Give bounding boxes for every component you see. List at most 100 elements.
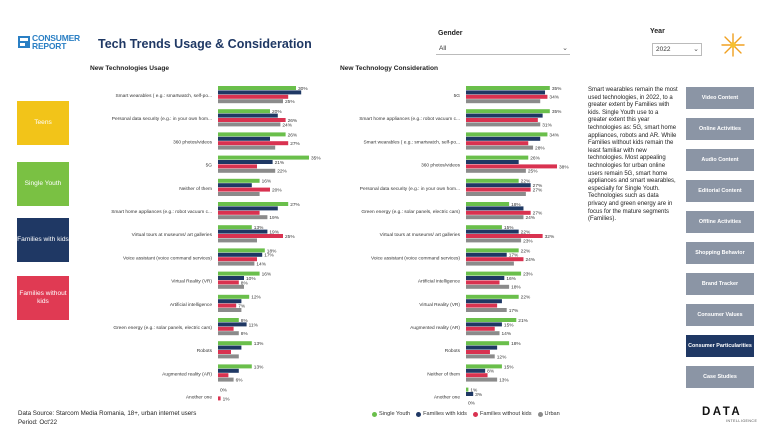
bar-urban[interactable] — [218, 284, 244, 289]
bar-families-without-kids[interactable] — [218, 396, 221, 401]
bar-families-with-kids[interactable] — [218, 368, 239, 373]
bar-families-without-kids[interactable] — [218, 187, 270, 192]
bar-families-without-kids[interactable] — [466, 303, 498, 308]
bar-single-youth[interactable] — [466, 318, 517, 322]
bar-urban[interactable] — [466, 331, 500, 336]
bar-single-youth[interactable] — [466, 225, 502, 230]
bar-families-with-kids[interactable] — [466, 252, 507, 257]
nav-button-case-studies[interactable]: Case Studies — [686, 366, 754, 388]
bar-single-youth[interactable] — [466, 294, 519, 299]
bar-single-youth[interactable] — [218, 178, 260, 183]
bar-single-youth[interactable] — [466, 271, 522, 276]
bar-families-without-kids[interactable] — [218, 326, 234, 331]
bar-single-youth[interactable] — [466, 341, 510, 346]
bar-families-with-kids[interactable] — [466, 113, 543, 118]
bar-families-without-kids[interactable] — [466, 187, 531, 192]
bar-families-with-kids[interactable] — [218, 90, 302, 95]
bar-urban[interactable] — [218, 331, 239, 336]
segment-button-teens[interactable]: Teens — [17, 101, 69, 145]
bar-families-with-kids[interactable] — [466, 206, 524, 211]
bar-families-without-kids[interactable] — [218, 94, 289, 99]
bar-single-youth[interactable] — [218, 225, 252, 230]
bar-families-with-kids[interactable] — [466, 345, 498, 350]
year-select[interactable]: 2022 ⌄ — [652, 43, 702, 56]
nav-button-online-activities[interactable]: Online Activities — [686, 118, 754, 140]
bar-families-with-kids[interactable] — [218, 345, 242, 350]
bar-urban[interactable] — [218, 99, 283, 104]
bar-families-without-kids[interactable] — [218, 280, 239, 285]
nav-button-video-content[interactable]: Video Content — [686, 87, 754, 109]
bar-single-youth[interactable] — [218, 202, 289, 206]
nav-button-consumer-particularities[interactable]: Consumer Particularities — [686, 335, 754, 357]
bar-urban[interactable] — [466, 261, 514, 266]
bar-single-youth[interactable] — [218, 318, 239, 322]
bar-single-youth[interactable] — [218, 271, 260, 276]
bar-families-with-kids[interactable] — [218, 229, 268, 234]
bar-families-without-kids[interactable] — [466, 326, 495, 331]
bar-urban[interactable] — [218, 377, 234, 382]
bar-single-youth[interactable] — [466, 364, 502, 369]
bar-families-with-kids[interactable] — [218, 160, 273, 164]
bar-families-without-kids[interactable] — [466, 350, 490, 354]
bar-families-without-kids[interactable] — [466, 373, 488, 378]
bar-single-youth[interactable] — [218, 364, 252, 369]
bar-families-without-kids[interactable] — [466, 280, 500, 285]
bar-families-with-kids[interactable] — [466, 160, 519, 164]
bar-urban[interactable] — [466, 215, 524, 220]
bar-families-with-kids[interactable] — [218, 136, 270, 141]
bar-families-without-kids[interactable] — [218, 257, 257, 262]
bar-single-youth[interactable] — [218, 341, 252, 346]
bar-urban[interactable] — [466, 168, 526, 173]
bar-families-without-kids[interactable] — [466, 257, 524, 262]
bar-families-with-kids[interactable] — [466, 368, 486, 373]
bar-urban[interactable] — [218, 261, 255, 266]
bar-families-without-kids[interactable] — [466, 234, 543, 238]
bar-families-without-kids[interactable] — [466, 141, 529, 146]
bar-families-with-kids[interactable] — [466, 90, 546, 95]
bar-urban[interactable] — [466, 145, 534, 150]
bar-families-without-kids[interactable] — [218, 303, 237, 308]
bar-urban[interactable] — [466, 122, 541, 127]
bar-single-youth[interactable] — [218, 248, 265, 253]
bar-families-without-kids[interactable] — [218, 234, 283, 238]
bar-urban[interactable] — [218, 168, 276, 173]
bar-single-youth[interactable] — [218, 132, 286, 137]
bar-urban[interactable] — [218, 215, 268, 220]
bar-urban[interactable] — [466, 308, 507, 312]
bar-families-with-kids[interactable] — [218, 252, 263, 257]
bar-urban[interactable] — [466, 284, 510, 289]
bar-single-youth[interactable] — [466, 132, 548, 137]
bar-urban[interactable] — [466, 377, 498, 382]
bar-single-youth[interactable] — [466, 202, 510, 206]
bar-single-youth[interactable] — [218, 109, 270, 114]
bar-urban[interactable] — [218, 308, 242, 312]
bar-families-with-kids[interactable] — [466, 229, 519, 234]
bar-families-with-kids[interactable] — [218, 299, 242, 304]
bar-families-without-kids[interactable] — [218, 373, 229, 378]
bar-urban[interactable] — [218, 192, 260, 196]
bar-families-without-kids[interactable] — [466, 210, 531, 215]
bar-families-with-kids[interactable] — [466, 299, 502, 304]
bar-families-with-kids[interactable] — [466, 322, 502, 327]
bar-single-youth[interactable] — [466, 109, 550, 114]
segment-button-families-with-kids[interactable]: Families with kids — [17, 218, 69, 262]
bar-families-with-kids[interactable] — [218, 113, 278, 118]
bar-families-without-kids[interactable] — [466, 94, 548, 99]
bar-single-youth[interactable] — [218, 155, 309, 160]
segment-button-families-without-kids[interactable]: Families without kids — [17, 276, 69, 320]
bar-families-with-kids[interactable] — [218, 276, 244, 280]
bar-families-without-kids[interactable] — [218, 118, 286, 122]
bar-urban[interactable] — [466, 238, 522, 243]
bar-single-youth[interactable] — [218, 294, 250, 299]
bar-families-without-kids[interactable] — [218, 164, 257, 169]
bar-families-without-kids[interactable] — [218, 350, 231, 354]
bar-single-youth[interactable] — [466, 86, 550, 90]
bar-single-youth[interactable] — [218, 86, 296, 90]
bar-urban[interactable] — [466, 192, 526, 196]
bar-families-with-kids[interactable] — [466, 183, 531, 188]
bar-single-youth[interactable] — [466, 178, 519, 183]
bar-families-with-kids[interactable] — [466, 276, 505, 280]
bar-urban[interactable] — [218, 122, 281, 127]
segment-button-single-youth[interactable]: Single Youth — [17, 162, 69, 206]
bar-families-with-kids[interactable] — [218, 322, 247, 327]
